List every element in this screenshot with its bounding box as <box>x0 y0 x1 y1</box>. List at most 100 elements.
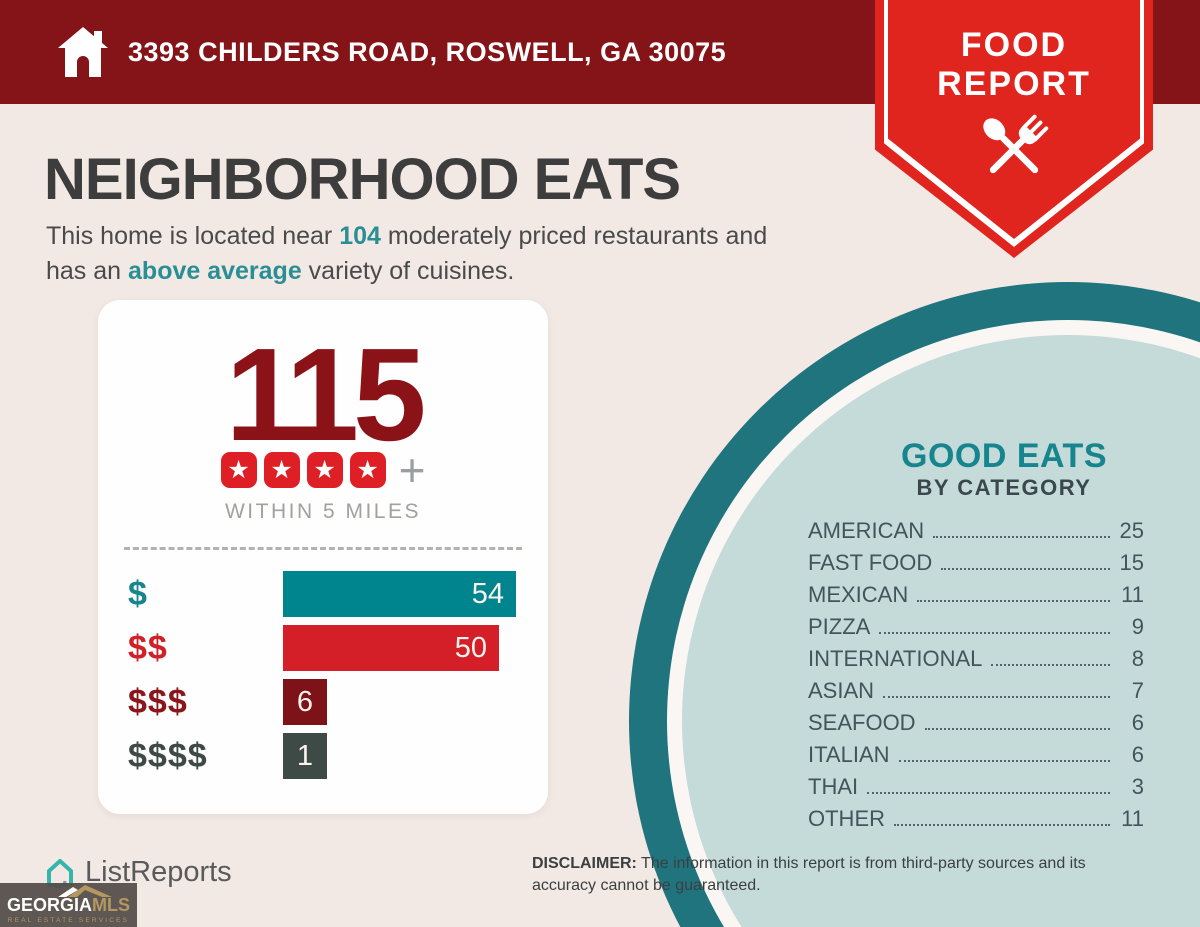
category-value: 6 <box>1131 710 1144 735</box>
intro-post: variety of cuisines. <box>301 257 515 285</box>
ribbon-title-line2: REPORT <box>937 65 1091 103</box>
category-label: PIZZA <box>808 614 871 639</box>
variety-highlight: above average <box>128 257 302 285</box>
category-label: ITALIAN <box>808 742 890 767</box>
home-icon <box>58 27 108 77</box>
category-value: 8 <box>1131 646 1144 671</box>
dot-leader <box>991 664 1110 666</box>
category-value: 11 <box>1121 582 1144 607</box>
good-eats-title: GOOD EATS <box>901 437 1107 475</box>
dot-leader <box>917 600 1110 602</box>
good-eats-subtitle: BY CATEGORY <box>916 475 1092 500</box>
category-value: 11 <box>1121 806 1144 831</box>
summary-card: 115 ★ ★ ★ ★ + WITHIN 5 MILES $ 54 $$ 50 $$$ <box>98 300 548 814</box>
category-row: ITALIAN 6 <box>808 742 1144 774</box>
price-label: $ <box>128 574 148 613</box>
category-value: 3 <box>1131 774 1144 799</box>
dot-leader <box>894 824 1110 826</box>
price-bar-value: 54 <box>471 577 504 610</box>
price-bar: 1 <box>283 733 327 779</box>
food-report-ribbon: FOOD REPORT <box>875 0 1153 258</box>
category-label: ASIAN <box>808 678 875 703</box>
dot-leader <box>924 728 1110 730</box>
chart-row: $$$$ 1 <box>128 733 518 779</box>
page-title: NEIGHBORHOOD EATS <box>44 147 681 212</box>
star-icon: ★ <box>349 452 386 488</box>
category-value: 9 <box>1131 614 1144 639</box>
category-label: THAI <box>808 774 859 799</box>
category-value: 25 <box>1119 518 1144 543</box>
category-label: MEXICAN <box>808 582 909 607</box>
category-row: PIZZA 9 <box>808 614 1144 646</box>
georgiamls-name-georgia: GEORGIA <box>6 895 92 915</box>
property-address: 3393 CHILDERS ROAD, ROSWELL, GA 30075 <box>128 36 727 67</box>
total-restaurant-count: 115 <box>225 321 427 468</box>
georgiamls-logo: GEORGIAMLS REAL ESTATE SERVICES <box>0 883 137 927</box>
category-row: OTHER 11 <box>808 806 1144 838</box>
card-divider <box>124 547 522 550</box>
category-list: AMERICAN 25 FAST FOOD 15 MEXICAN 11 PIZZA 9 … <box>808 518 1144 838</box>
intro-text: This home is located near 104 moderately… <box>46 219 886 289</box>
dot-leader <box>867 792 1110 794</box>
intro-pre: This home is located near <box>46 222 340 250</box>
price-bar: 50 <box>283 625 499 671</box>
price-bar: 6 <box>283 679 327 725</box>
ribbon-title-line1: FOOD <box>960 26 1068 64</box>
category-row: THAI 3 <box>808 774 1144 806</box>
dot-leader <box>883 696 1110 698</box>
price-label: $$ <box>128 628 168 667</box>
disclaimer-line2: accuracy cannot be guaranteed. <box>532 877 761 894</box>
listreports-wordmark: ListReports <box>85 856 232 888</box>
category-label: SEAFOOD <box>808 710 916 735</box>
category-label: INTERNATIONAL <box>808 646 983 671</box>
georgiamls-name: GEORGIAMLS <box>0 896 137 915</box>
georgiamls-name-mls: MLS <box>92 895 130 915</box>
category-row: SEAFOOD 6 <box>808 710 1144 742</box>
bar-track: 54 <box>283 571 516 617</box>
intro-mid1: moderately priced restaurants and <box>380 222 768 250</box>
dot-leader <box>898 760 1110 762</box>
category-label: FAST FOOD <box>808 550 933 575</box>
category-value: 6 <box>1131 742 1144 767</box>
restaurant-count: 104 <box>339 222 381 250</box>
star-icon: ★ <box>306 452 343 488</box>
category-row: AMERICAN 25 <box>808 518 1144 550</box>
category-row: INTERNATIONAL 8 <box>808 646 1144 678</box>
dot-leader <box>879 632 1110 634</box>
mls-roof-icon <box>58 885 112 897</box>
listreports-logo: ListReports <box>43 856 232 889</box>
disclaimer-line1: The information in this report is from t… <box>636 855 1086 872</box>
category-value: 15 <box>1119 550 1144 575</box>
price-bar: 54 <box>283 571 516 617</box>
ribbon-title: FOOD REPORT <box>875 26 1153 104</box>
chart-row: $$$ 6 <box>128 679 518 725</box>
intro-mid2: has an <box>46 257 129 285</box>
bar-track: 1 <box>283 733 516 779</box>
price-bar-value: 6 <box>296 685 314 718</box>
bar-track: 50 <box>283 625 516 671</box>
good-eats-panel: GOOD EATS BY CATEGORY AMERICAN 25 FAST FO… <box>808 437 1144 838</box>
chart-row: $$ 50 <box>128 625 518 671</box>
bar-track: 6 <box>283 679 516 725</box>
spoon-fork-icon <box>983 114 1049 174</box>
dot-leader <box>941 568 1110 570</box>
star-plus: + <box>398 444 426 496</box>
price-bar-value: 50 <box>454 631 487 664</box>
price-label: $$$ <box>128 682 188 721</box>
category-value: 7 <box>1131 678 1144 703</box>
star-icon: ★ <box>263 452 300 488</box>
georgiamls-tagline: REAL ESTATE SERVICES <box>7 917 130 924</box>
price-bar-value: 1 <box>296 739 314 772</box>
category-row: FAST FOOD 15 <box>808 550 1144 582</box>
category-label: AMERICAN <box>808 518 925 543</box>
price-level-chart: $ 54 $$ 50 $$$ 6 $$$$ 1 <box>128 571 518 787</box>
chart-row: $ 54 <box>128 571 518 617</box>
disclaimer: DISCLAIMER: The information in this repo… <box>532 853 1162 897</box>
price-label: $$$$ <box>128 736 208 775</box>
star-icon: ★ <box>220 452 257 488</box>
disclaimer-label: DISCLAIMER: <box>532 855 637 872</box>
category-row: MEXICAN 11 <box>808 582 1144 614</box>
dot-leader <box>933 536 1110 538</box>
within-caption: WITHIN 5 MILES <box>224 500 422 523</box>
